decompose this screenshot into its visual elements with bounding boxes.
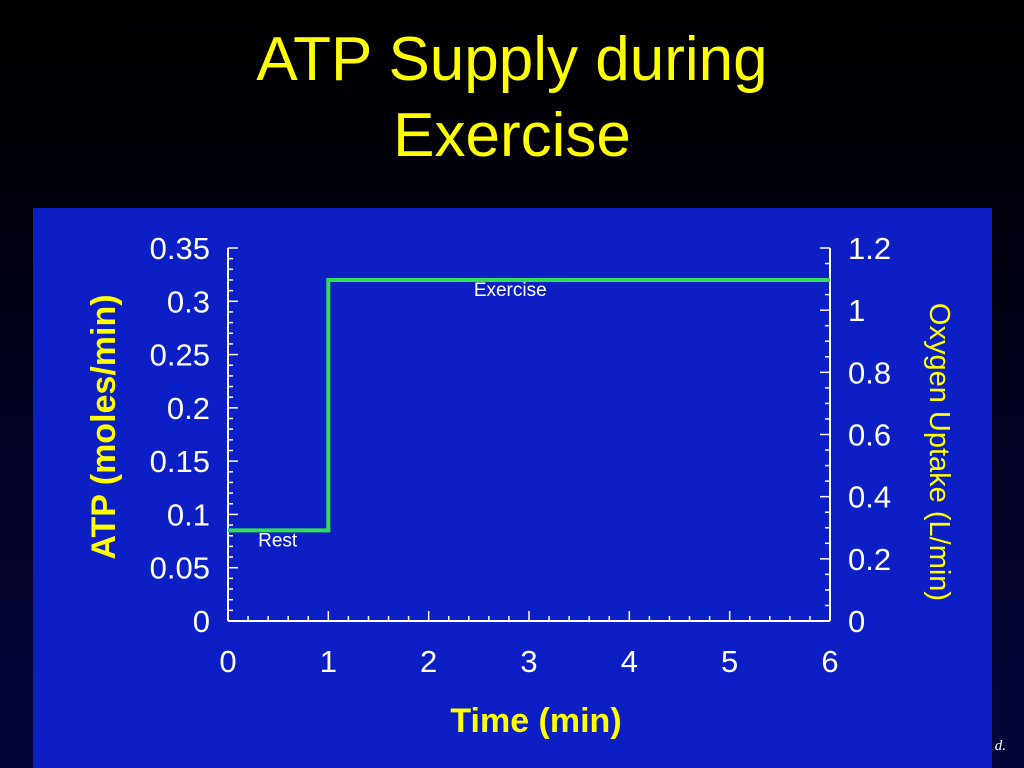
y2-tick-label: 0 (848, 604, 865, 639)
y-tick-label: 0.35 (150, 231, 210, 266)
slide-title-line-2: Exercise (393, 101, 631, 170)
y-tick-label: 0.3 (167, 284, 210, 319)
y2-tick-label: 0.2 (848, 542, 891, 577)
y2-tick-label: 0.4 (848, 480, 891, 515)
slide-title: ATP Supply during Exercise (0, 22, 1024, 174)
y-tick-label: 0.1 (167, 497, 210, 532)
y-tick-label: 0.05 (150, 551, 210, 586)
y2-tick-label: 1.2 (848, 231, 891, 266)
y2-tick-label: 0.6 (848, 418, 891, 453)
annotation-rest: Rest (258, 530, 298, 551)
annotation-exercise: Exercise (474, 280, 547, 301)
atp-series-line (228, 277, 830, 533)
x-tick-label: 2 (420, 644, 437, 679)
x-tick-label: 1 (320, 644, 337, 679)
y-axis-title: ATP (moles/min) (85, 294, 123, 559)
y-tick-label: 0.15 (150, 444, 210, 479)
x-axis-title: Time (min) (450, 702, 621, 740)
slide-title-line-1: ATP Supply during (256, 25, 768, 94)
corner-note: d. (994, 738, 1006, 754)
x-tick-label: 0 (219, 644, 236, 679)
y2-axis-title: Oxygen Uptake (L/min) (923, 303, 955, 601)
y2-tick-label: 0.8 (848, 355, 891, 390)
y-tick-label: 0 (193, 604, 210, 639)
chart-panel (33, 208, 992, 768)
x-tick-label: 6 (821, 644, 838, 679)
x-tick-label: 3 (520, 644, 537, 679)
x-tick-label: 4 (621, 644, 638, 679)
y2-tick-label: 1 (848, 293, 865, 328)
y-tick-label: 0.2 (167, 391, 210, 426)
x-tick-label: 5 (721, 644, 738, 679)
y-tick-label: 0.25 (150, 338, 210, 373)
